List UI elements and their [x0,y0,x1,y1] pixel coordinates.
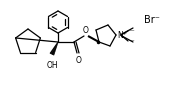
Text: —: — [129,29,134,34]
Text: N⁺: N⁺ [117,31,127,40]
Text: Br⁻: Br⁻ [144,15,160,25]
Text: O: O [83,26,89,35]
Text: O: O [76,56,82,65]
Text: OH: OH [46,61,58,70]
Text: —: — [129,39,134,43]
